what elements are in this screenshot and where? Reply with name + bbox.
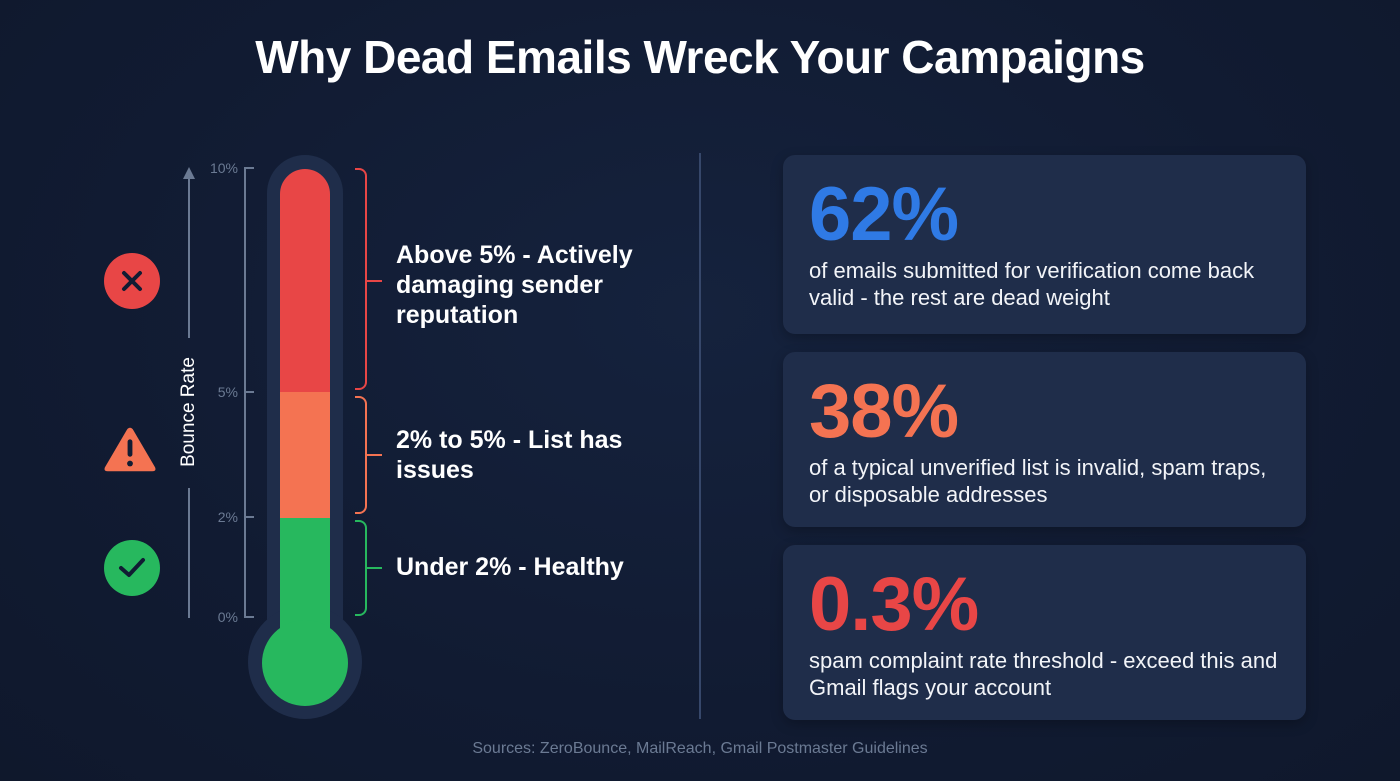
stat-description: spam complaint rate threshold - exceed t…: [809, 648, 1278, 700]
tick-label-0: 0%: [217, 609, 238, 625]
zone-fill-danger: [280, 169, 330, 392]
page-title: Why Dead Emails Wreck Your Campaigns: [255, 31, 1145, 83]
tick-label-5: 5%: [217, 384, 238, 400]
thermometer-bulb: [262, 620, 348, 706]
y-axis-label: Bounce Rate: [178, 357, 199, 467]
bracket-danger: [355, 168, 367, 390]
bracket-stem-danger: [366, 280, 382, 282]
axis-arrow-head-icon: [183, 167, 195, 179]
stat-card-invalid: 38% of a typical unverified list is inva…: [783, 352, 1306, 527]
tick-label-2: 2%: [217, 509, 238, 525]
tick-mark-0: [244, 616, 254, 618]
sources-footnote: Sources: ZeroBounce, MailReach, Gmail Po…: [472, 740, 928, 757]
check-circle-icon: [104, 540, 160, 596]
zone-label-danger: Above 5% - Actively damaging sender repu…: [396, 241, 633, 329]
bracket-stem-healthy: [366, 567, 382, 569]
tick-mark-2: [244, 516, 254, 518]
section-divider: [699, 153, 701, 719]
bracket-stem-warning: [366, 454, 382, 456]
stat-value: 62%: [809, 172, 959, 257]
zone-label-healthy: Under 2% - Healthy: [396, 553, 624, 581]
axis-arrow-line-bottom: [188, 488, 190, 618]
tick-label-10: 10%: [209, 160, 238, 176]
stat-description: of emails submitted for verification com…: [809, 258, 1255, 310]
axis-arrow-line-top: [188, 176, 190, 338]
warning-triangle-icon: [102, 422, 158, 478]
stat-value: 38%: [809, 369, 959, 454]
tick-mark-10: [244, 167, 254, 169]
stat-value: 0.3%: [809, 562, 979, 647]
tick-mark-5: [244, 391, 254, 393]
zone-label-warning: 2% to 5% - List has issues: [396, 426, 623, 484]
x-circle-icon: [104, 253, 160, 309]
stat-card-spam-threshold: 0.3% spam complaint rate threshold - exc…: [783, 545, 1306, 720]
zone-fill-warning: [280, 392, 330, 518]
stat-card-valid: 62% of emails submitted for verification…: [783, 155, 1306, 334]
stat-description: of a typical unverified list is invalid,…: [809, 455, 1267, 507]
